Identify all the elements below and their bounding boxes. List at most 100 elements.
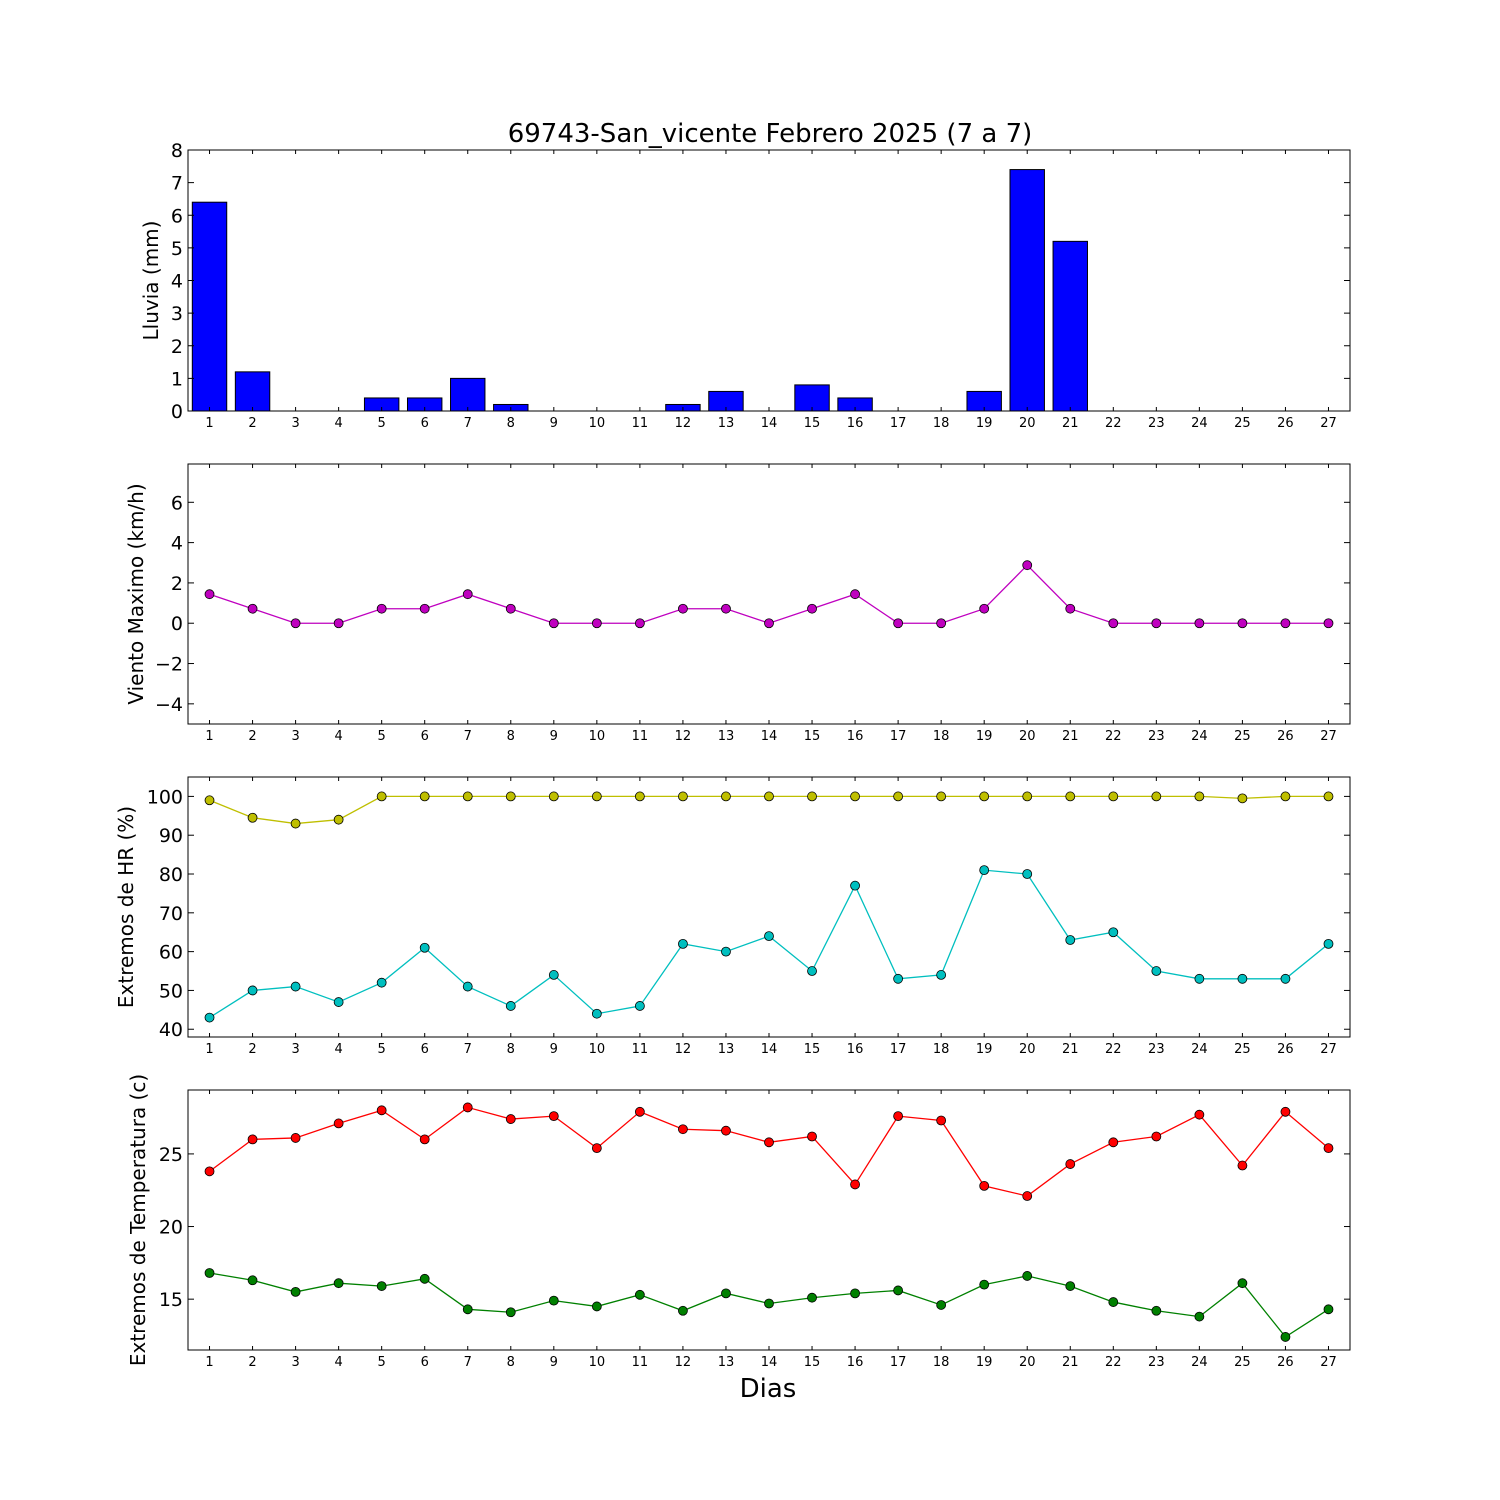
x-tick-label-wind-14: 14 xyxy=(761,729,778,744)
point-temp-0-day-3 xyxy=(290,1133,301,1143)
point-hr-0-day-1 xyxy=(204,795,215,806)
bar-day-20 xyxy=(1009,169,1045,412)
point-hr-0-day-10 xyxy=(591,791,602,802)
point-hr-1-day-7 xyxy=(462,981,473,992)
x-tick-label-temp-14: 14 xyxy=(761,1355,778,1370)
point-hr-1-day-8 xyxy=(505,1001,516,1011)
x-tick-label-rain-17: 17 xyxy=(890,416,907,431)
x-tick-label-temp-16: 16 xyxy=(847,1355,864,1370)
x-tick-label-rain-14: 14 xyxy=(761,416,778,431)
point-hr-1-day-21 xyxy=(1065,935,1076,945)
point-temp-1-day-20 xyxy=(1022,1271,1033,1281)
point-hr-0-day-7 xyxy=(462,791,473,802)
x-tick-label-temp-20: 20 xyxy=(1019,1355,1036,1370)
x-axis-label: Dias xyxy=(740,1374,797,1404)
point-temp-0-day-26 xyxy=(1280,1106,1291,1117)
point-hr-1-day-13 xyxy=(721,946,731,957)
x-tick-label-temp-6: 6 xyxy=(421,1355,429,1370)
y-tick-label-rain: 3 xyxy=(171,303,183,325)
x-tick-label-temp-8: 8 xyxy=(507,1355,515,1370)
point-temp-1-day-23 xyxy=(1151,1305,1162,1316)
point-temp-1-day-2 xyxy=(247,1275,258,1286)
x-tick-label-rain-13: 13 xyxy=(718,416,735,431)
x-tick-label-hr-12: 12 xyxy=(675,1042,692,1057)
x-tick-label-hr-19: 19 xyxy=(976,1042,993,1057)
point-wind-0-day-16 xyxy=(850,589,860,600)
point-wind-0-day-18 xyxy=(936,618,947,629)
point-wind-0-day-12 xyxy=(678,603,688,614)
point-temp-1-day-24 xyxy=(1194,1311,1205,1322)
x-tick-label-wind-7: 7 xyxy=(464,729,472,744)
point-wind-0-day-2 xyxy=(247,603,258,614)
point-hr-0-day-21 xyxy=(1065,791,1076,802)
panel-rain: 1 2 3 4 5 6 7 8 9 10 11 12 13 14 15 16 17 18 19 20 21 22 23 24 2… xyxy=(139,140,1351,431)
point-wind-0-day-3 xyxy=(290,618,301,629)
x-tick-label-temp-23: 23 xyxy=(1148,1355,1165,1370)
point-wind-0-day-4 xyxy=(333,618,344,629)
x-tick-label-hr-23: 23 xyxy=(1148,1042,1165,1057)
point-temp-1-day-22 xyxy=(1108,1297,1119,1307)
y-axis-label-wind: Viento Maximo (km/h) xyxy=(124,483,148,704)
point-temp-1-day-3 xyxy=(290,1286,301,1297)
point-hr-0-day-17 xyxy=(893,791,904,802)
x-tick-label-temp-9: 9 xyxy=(550,1355,558,1370)
y-tick-label-rain: 5 xyxy=(171,238,183,260)
x-tick-label-wind-18: 18 xyxy=(933,729,950,744)
point-temp-0-day-5 xyxy=(376,1105,387,1116)
x-tick-label-hr-8: 8 xyxy=(507,1042,515,1057)
x-tick-label-hr-15: 15 xyxy=(804,1042,821,1057)
y-tick-label-hr: 50 xyxy=(159,980,183,1002)
point-temp-1-day-11 xyxy=(634,1289,645,1300)
point-hr-1-day-4 xyxy=(333,997,344,1007)
x-tick-label-wind-2: 2 xyxy=(248,729,256,744)
point-wind-0-day-13 xyxy=(721,603,731,614)
point-hr-1-day-2 xyxy=(247,985,258,996)
y-tick-label-temp: 20 xyxy=(159,1217,183,1239)
x-tick-label-rain-21: 21 xyxy=(1062,416,1079,431)
x-tick-label-hr-7: 7 xyxy=(464,1042,472,1057)
axes-frame-hr xyxy=(187,776,1351,1038)
point-hr-1-day-11 xyxy=(634,1001,645,1011)
point-hr-0-day-5 xyxy=(376,791,387,802)
point-hr-0-day-22 xyxy=(1108,791,1119,802)
x-tick-label-rain-19: 19 xyxy=(976,416,993,431)
y-tick-label-rain: 4 xyxy=(171,271,183,293)
x-tick-label-wind-1: 1 xyxy=(205,729,213,744)
x-tick-label-temp-27: 27 xyxy=(1320,1355,1337,1370)
x-tick-label-wind-4: 4 xyxy=(334,729,342,744)
x-tick-label-rain-12: 12 xyxy=(675,416,692,431)
point-temp-0-day-16 xyxy=(850,1179,860,1190)
y-axis-label-rain: Lluvia (mm) xyxy=(139,221,163,341)
point-hr-0-day-25 xyxy=(1237,793,1248,804)
x-tick-label-rain-5: 5 xyxy=(378,416,386,431)
point-temp-1-day-10 xyxy=(591,1301,602,1312)
y-tick-label-rain: 1 xyxy=(171,368,183,390)
point-hr-0-day-2 xyxy=(247,812,258,823)
point-hr-0-day-19 xyxy=(979,791,990,802)
point-temp-1-day-19 xyxy=(979,1279,990,1290)
x-tick-label-hr-5: 5 xyxy=(378,1042,386,1057)
point-hr-1-day-27 xyxy=(1323,938,1334,949)
point-hr-0-day-14 xyxy=(764,791,774,802)
y-tick-label-hr: 90 xyxy=(159,825,183,847)
point-wind-0-day-23 xyxy=(1151,618,1162,629)
axes-frame-rain xyxy=(187,149,1351,412)
x-tick-label-hr-16: 16 xyxy=(847,1042,864,1057)
point-hr-1-day-14 xyxy=(764,931,774,942)
point-temp-1-day-6 xyxy=(419,1273,430,1284)
y-tick-label-hr: 80 xyxy=(159,864,183,886)
point-hr-1-day-9 xyxy=(548,970,559,980)
point-temp-0-day-20 xyxy=(1022,1191,1033,1201)
point-wind-0-day-10 xyxy=(591,618,602,629)
bar-day-2 xyxy=(234,371,271,412)
x-tick-label-hr-27: 27 xyxy=(1320,1042,1337,1057)
x-tick-label-hr-4: 4 xyxy=(334,1042,342,1057)
x-tick-label-hr-3: 3 xyxy=(291,1042,299,1057)
point-hr-0-day-12 xyxy=(678,791,688,802)
axes-frame-wind xyxy=(187,463,1351,725)
point-temp-1-day-7 xyxy=(462,1304,473,1315)
point-hr-1-day-18 xyxy=(936,970,947,980)
x-tick-label-rain-1: 1 xyxy=(205,416,213,431)
point-hr-1-day-1 xyxy=(204,1012,215,1023)
